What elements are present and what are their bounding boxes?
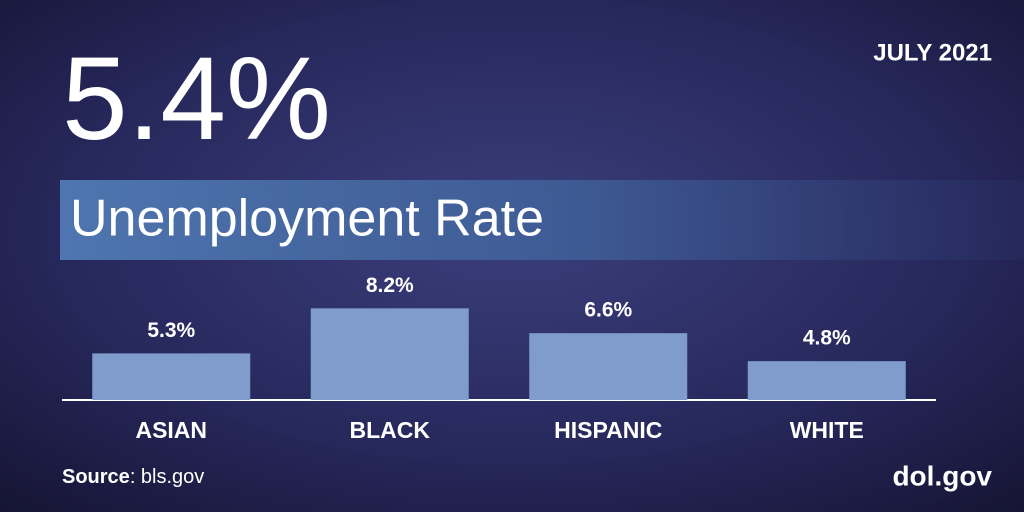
bar: [747, 361, 906, 400]
x-tick-label: ASIAN: [135, 417, 207, 443]
date: JULY 2021: [873, 39, 992, 66]
x-tick-label: WHITE: [790, 417, 864, 443]
bar: [92, 353, 251, 400]
bar: [529, 333, 688, 400]
headline: 5.4%: [62, 33, 331, 165]
source-text: : bls.gov: [130, 466, 204, 488]
data-label: 6.6%: [584, 299, 632, 322]
footer: dol.gov: [892, 460, 992, 491]
data-label: 5.3%: [147, 319, 195, 342]
source: Source: bls.gov: [62, 466, 204, 488]
chart-title: Unemployment Rate: [70, 190, 544, 248]
source-label: Source: [62, 466, 130, 488]
data-label: 8.2%: [366, 274, 414, 297]
x-tick-label: BLACK: [350, 417, 431, 443]
x-tick-label: HISPANIC: [554, 417, 662, 443]
title-band: [60, 180, 1024, 260]
bar: [310, 308, 469, 400]
data-label: 4.8%: [803, 327, 851, 350]
